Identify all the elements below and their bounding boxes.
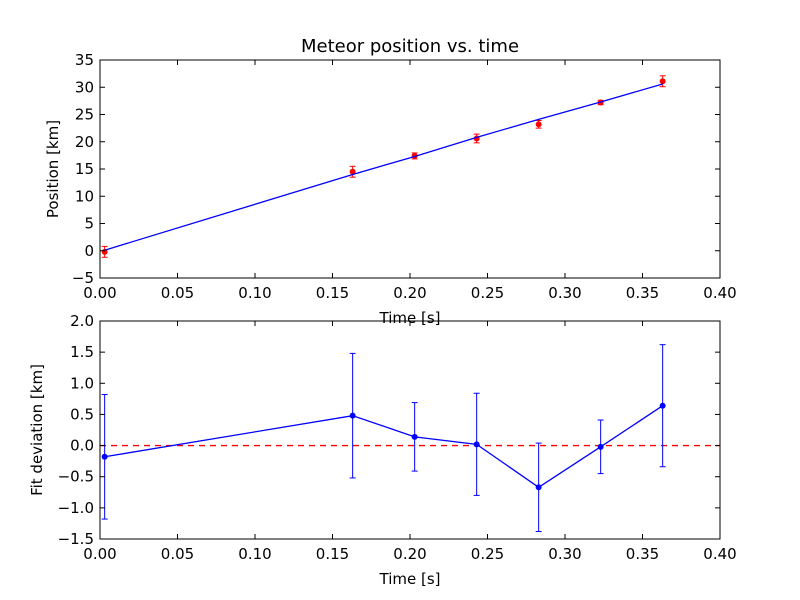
x-tick-label: 0.10 [238,545,271,563]
x-tick-label: 0.15 [316,284,349,302]
x-tick-label: 0.40 [703,284,736,302]
x-axis-ticks: 0.00 0.05 0.10 0.15 0.20 0.25 0.30 0.35 0.40 [83,60,737,302]
y-tick-label: 1.0 [70,374,94,392]
x-tick-label: 0.35 [626,284,659,302]
y-tick-label: 30 [75,78,94,96]
data-point [101,453,108,460]
data-point [349,412,356,419]
data-point [535,121,542,128]
data-point [411,433,418,440]
y-tick-label: 35 [75,51,94,69]
x-tick-label: 0.40 [703,545,736,563]
y-tick-label: 2.0 [70,312,94,330]
x-tick-label: 0.05 [161,284,194,302]
x-axis-label: Time [s] [379,309,441,327]
x-tick-label: 0.25 [471,545,504,563]
x-tick-label: 0.00 [83,284,116,302]
position-marks [101,75,666,258]
x-axis-label: Time [s] [379,570,441,588]
deviation-plot: 0.00 0.05 0.10 0.15 0.20 0.25 0.30 0.35 0.40 −1.… [28,312,737,588]
y-axis-label: Fit deviation [km] [28,364,46,496]
y-tick-label: 5 [84,215,94,233]
x-tick-label: 0.30 [548,545,581,563]
x-tick-label: 0.10 [238,284,271,302]
y-tick-label: 15 [75,160,94,178]
data-point [659,402,666,409]
x-tick-label: 0.20 [393,545,426,563]
x-tick-label: 0.15 [316,545,349,563]
data-point [659,78,666,85]
x-tick-label: 0.35 [626,545,659,563]
deviation-marks [100,344,720,533]
fit-line [104,83,663,251]
x-tick-label: 0.20 [393,284,426,302]
x-tick-label: 0.05 [161,545,194,563]
y-axis-ticks: −5 0 5 10 15 20 25 30 35 [72,51,720,287]
data-point [535,484,542,491]
x-axis-ticks: 0.00 0.05 0.10 0.15 0.20 0.25 0.30 0.35 0.40 [83,321,737,563]
y-tick-label: −0.5 [58,468,94,486]
data-point [597,443,604,450]
y-tick-label: 0.0 [70,437,94,455]
y-tick-label: 10 [75,187,94,205]
y-tick-label: −5 [72,269,94,287]
x-tick-label: 0.25 [471,284,504,302]
position-plot: Meteor position vs. time 0.00 0.05 0.10 0.1… [44,36,737,327]
y-tick-label: 0 [84,242,94,260]
y-axis-label: Position [km] [44,120,62,218]
y-axis-ticks: −1.5 −1.0 −0.5 0.0 0.5 1.0 1.5 2.0 [58,312,720,548]
y-tick-label: −1.5 [58,530,94,548]
y-tick-label: 1.5 [70,343,94,361]
chart-title: Meteor position vs. time [301,36,519,57]
x-tick-label: 0.00 [83,545,116,563]
y-tick-label: −1.0 [58,499,94,517]
y-tick-label: 20 [75,133,94,151]
y-tick-label: 25 [75,106,94,124]
y-tick-label: 0.5 [70,405,94,423]
x-tick-label: 0.30 [548,284,581,302]
data-point [473,441,480,448]
